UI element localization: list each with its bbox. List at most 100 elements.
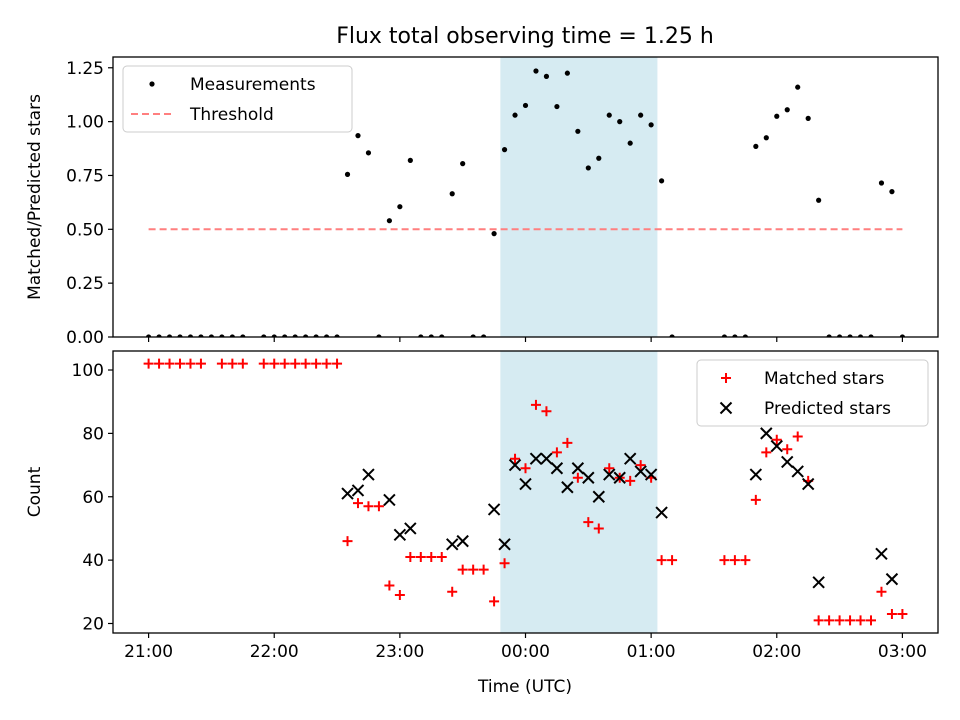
measurement-point <box>763 135 769 141</box>
x-tick-label: 23:00 <box>375 642 424 662</box>
matched-star-point <box>656 555 667 566</box>
predicted-star-point <box>781 455 794 469</box>
measurement-point <box>386 218 392 224</box>
matched-star-point <box>572 472 583 483</box>
measurement-point <box>627 140 633 146</box>
matched-star-point <box>195 358 206 369</box>
measurement-point <box>585 165 591 171</box>
legend-label: Threshold <box>189 105 274 125</box>
matched-star-point <box>562 437 573 448</box>
matched-star-point <box>426 551 437 562</box>
x-tick-label: 03:00 <box>878 642 927 662</box>
measurement-point <box>753 143 759 149</box>
predicted-star-point <box>529 452 543 465</box>
matched-star-point <box>813 615 824 626</box>
y-tick-label: 1.25 <box>66 59 104 79</box>
predicted-star-point <box>791 465 804 478</box>
matched-star-point <box>279 358 290 369</box>
predicted-star-point <box>404 522 417 535</box>
matched-star-point <box>719 555 730 566</box>
matched-star-point <box>489 596 500 607</box>
matched-star-point <box>499 558 510 569</box>
matched-star-point <box>520 463 531 474</box>
x-tick-label: 00:00 <box>501 642 550 662</box>
measurement-point <box>491 231 497 237</box>
matched-star-point <box>625 475 636 486</box>
matched-star-point <box>363 501 374 512</box>
measurement-point <box>575 128 581 134</box>
matched-star-point <box>311 358 322 369</box>
count-panel: 21:00 22:00 23:00 00:00 01:00 02:00 03:00 20 40 6… <box>25 350 939 662</box>
matched-star-point <box>436 551 447 562</box>
matched-star-point <box>332 358 343 369</box>
measurement-point <box>805 115 811 121</box>
x-tick-label: 22:00 <box>250 642 299 662</box>
matched-star-point <box>886 608 897 619</box>
predicted-star-point <box>592 490 605 503</box>
measurement-point <box>659 178 665 184</box>
predicted-star-point <box>623 452 637 465</box>
predicted-star-point <box>393 528 407 541</box>
measurement-point <box>460 161 466 167</box>
predicted-star-point <box>885 572 899 586</box>
y-tick-label: 80 <box>82 424 104 444</box>
predicted-star-point <box>540 452 553 465</box>
x-tick-label: 21:00 <box>124 642 173 662</box>
matched-star-point <box>771 434 782 445</box>
matched-star-point <box>750 494 761 505</box>
measurement-point <box>355 133 361 139</box>
matched-star-point <box>845 615 856 626</box>
y-tick-label: 1.00 <box>66 113 104 133</box>
x-tick-label: 01:00 <box>627 642 676 662</box>
y-tick-label: 60 <box>82 488 104 508</box>
measurement-point <box>638 112 644 118</box>
matched-star-point <box>342 536 353 547</box>
ratio-y-axis-label: Matched/Predicted stars <box>25 94 45 300</box>
predicted-star-point <box>571 462 585 475</box>
matched-star-point <box>583 517 594 528</box>
matched-star-point <box>782 444 793 455</box>
predicted-star-point <box>561 481 574 494</box>
matched-star-point <box>468 564 479 575</box>
predicted-star-point <box>487 503 501 516</box>
y-tick-label: 20 <box>82 614 104 634</box>
matched-star-point <box>321 358 332 369</box>
matched-star-point <box>258 358 269 369</box>
matched-star-point <box>729 555 740 566</box>
predicted-star-point <box>456 534 469 548</box>
measurement-point <box>648 122 654 128</box>
predicted-star-point <box>341 487 354 500</box>
matched-star-point <box>415 551 426 562</box>
predicted-star-point <box>760 427 773 440</box>
measurement-point <box>449 191 455 197</box>
predicted-star-point <box>655 506 668 519</box>
measurement-point <box>784 107 790 113</box>
measurement-point <box>774 113 780 119</box>
predicted-star-point <box>498 538 511 551</box>
measurement-point <box>795 84 801 90</box>
matched-star-point <box>855 615 866 626</box>
measurement-point <box>512 112 518 118</box>
matched-star-point <box>761 447 772 458</box>
predicted-star-point <box>351 484 365 497</box>
measurement-point <box>889 189 895 195</box>
measurement-point <box>397 204 403 210</box>
predicted-star-point <box>749 468 763 481</box>
measurement-point <box>407 157 413 163</box>
predicted-star-point <box>550 462 564 475</box>
matched-star-point <box>154 358 165 369</box>
y-tick-label: 0.50 <box>66 220 104 240</box>
predicted-star-point <box>603 468 616 481</box>
matched-star-point <box>290 358 301 369</box>
y-tick-label: 40 <box>82 551 104 571</box>
measurement-point <box>596 155 602 161</box>
y-tick-label: 0.75 <box>66 166 104 186</box>
predicted-star-point <box>519 477 532 491</box>
matched-star-point <box>897 608 908 619</box>
legend-label: Predicted stars <box>764 399 891 419</box>
matched-star-point <box>143 358 154 369</box>
matched-star-point <box>175 358 186 369</box>
measurement-point <box>564 70 570 76</box>
matched-star-point <box>593 523 604 534</box>
